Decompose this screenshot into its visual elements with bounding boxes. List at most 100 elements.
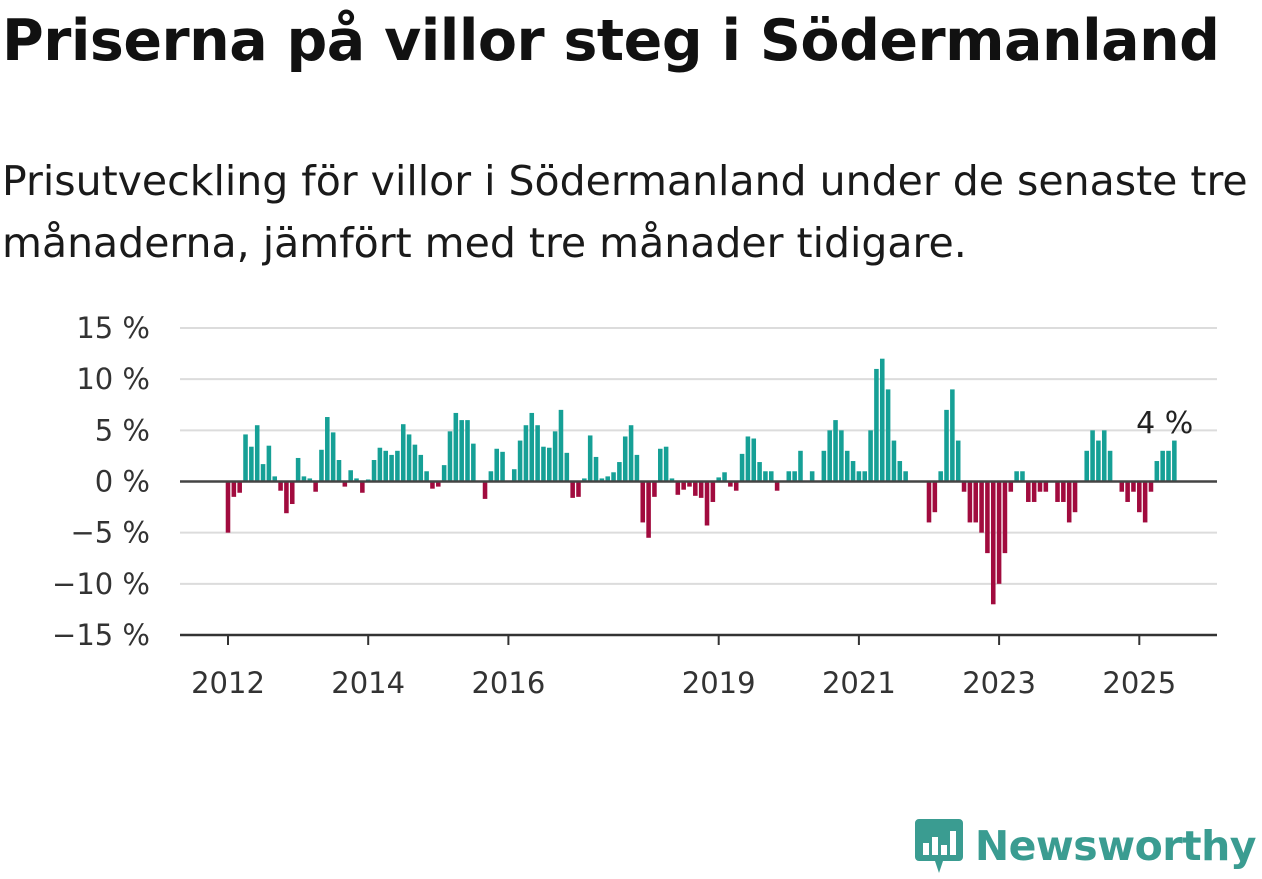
- bar: [529, 412, 535, 482]
- bar: [284, 481, 289, 514]
- bar: [792, 471, 797, 482]
- brand-name: Newsworthy: [974, 822, 1257, 870]
- y-tick-label: 10 %: [76, 362, 150, 396]
- bar: [1137, 481, 1142, 513]
- bar: [582, 478, 587, 482]
- x-tick-label: 2025: [1102, 666, 1176, 700]
- bar: [681, 481, 686, 490]
- x-tick-label: 2019: [682, 666, 756, 700]
- bar: [897, 461, 903, 482]
- bar: [523, 425, 529, 482]
- bar: [669, 478, 675, 482]
- bar: [628, 425, 634, 482]
- bar: [564, 452, 570, 482]
- bar: [570, 481, 575, 498]
- bar: [862, 471, 868, 482]
- bar: [1090, 430, 1095, 482]
- bar: [1008, 481, 1014, 492]
- bar: [821, 450, 827, 482]
- bar: [400, 424, 406, 482]
- bar: [260, 464, 266, 482]
- bar: [675, 481, 681, 495]
- bar: [313, 481, 318, 492]
- bar: [289, 481, 295, 505]
- bar: [225, 481, 231, 533]
- bar: [307, 478, 313, 482]
- bar: [517, 440, 523, 482]
- bar: [1131, 481, 1136, 492]
- grid-lines: [180, 327, 1217, 585]
- bar: [757, 462, 762, 482]
- bar: [558, 409, 564, 482]
- annotations: 4 %: [1136, 406, 1193, 441]
- bar: [371, 460, 377, 482]
- bar: [547, 447, 552, 482]
- bar: [622, 436, 628, 482]
- bar: [751, 438, 757, 482]
- bar: [716, 477, 721, 482]
- bar: [885, 389, 891, 482]
- bar: [698, 481, 704, 498]
- bar: [453, 412, 459, 482]
- bar: [488, 471, 494, 482]
- bar: [383, 450, 389, 482]
- bar: [319, 449, 324, 482]
- y-tick-label: 15 %: [76, 311, 150, 345]
- bar: [868, 430, 873, 482]
- x-axis-labels: 2012 2014 2016 2019 2021 2023 2025: [191, 635, 1176, 700]
- bar: [447, 431, 453, 482]
- bar: [704, 481, 710, 526]
- x-tick-label: 2014: [331, 666, 405, 700]
- bar: [482, 481, 488, 499]
- x-tick-label: 2021: [822, 666, 896, 700]
- bar: [593, 456, 599, 482]
- bar: [640, 481, 646, 523]
- bar: [231, 481, 237, 497]
- bar: [879, 358, 885, 482]
- bar: [938, 471, 943, 482]
- bar: [1031, 481, 1037, 502]
- bar: [1084, 450, 1090, 482]
- bar: [809, 471, 815, 482]
- y-axis-labels: 15 % 10 % 5 % 0 % −5 % −10 % −15 %: [52, 311, 150, 652]
- bar: [1096, 440, 1101, 482]
- bar: [891, 440, 897, 482]
- x-tick-label: 2016: [471, 666, 545, 700]
- bar: [301, 476, 307, 482]
- bar: [844, 450, 850, 482]
- bar: [733, 481, 739, 491]
- bar: [658, 448, 663, 482]
- bar: [1014, 471, 1019, 482]
- x-tick-label: 2012: [191, 666, 265, 700]
- bar: [839, 430, 844, 482]
- bar: [552, 431, 558, 482]
- bar: [827, 430, 832, 482]
- bar: [535, 425, 540, 482]
- bar: [634, 454, 640, 482]
- bar: [652, 481, 657, 497]
- bar: [377, 447, 383, 482]
- bar-series: [225, 358, 1177, 605]
- bar: [587, 435, 593, 482]
- bar: [856, 471, 862, 482]
- bar: [336, 460, 342, 482]
- bar: [926, 481, 932, 523]
- bar: [330, 432, 336, 482]
- bar-chart: 15 %10 %5 %0 %−5 %−10 %−15 % 2012 2014 201…: [52, 311, 1217, 700]
- bar: [786, 471, 792, 482]
- bar: [955, 440, 961, 482]
- bar: [272, 476, 278, 482]
- bar: [990, 481, 996, 605]
- bar: [1125, 481, 1130, 502]
- bar: [1160, 450, 1165, 482]
- bar: [1148, 481, 1154, 492]
- bar: [1061, 481, 1066, 502]
- bar: [441, 465, 447, 482]
- bar: [850, 461, 856, 482]
- bar: [249, 446, 254, 482]
- x-tick-label: 2023: [962, 666, 1036, 700]
- bar: [903, 471, 908, 482]
- last-value-annotation: 4 %: [1136, 406, 1193, 441]
- bar: [1166, 450, 1171, 482]
- bar: [243, 434, 248, 482]
